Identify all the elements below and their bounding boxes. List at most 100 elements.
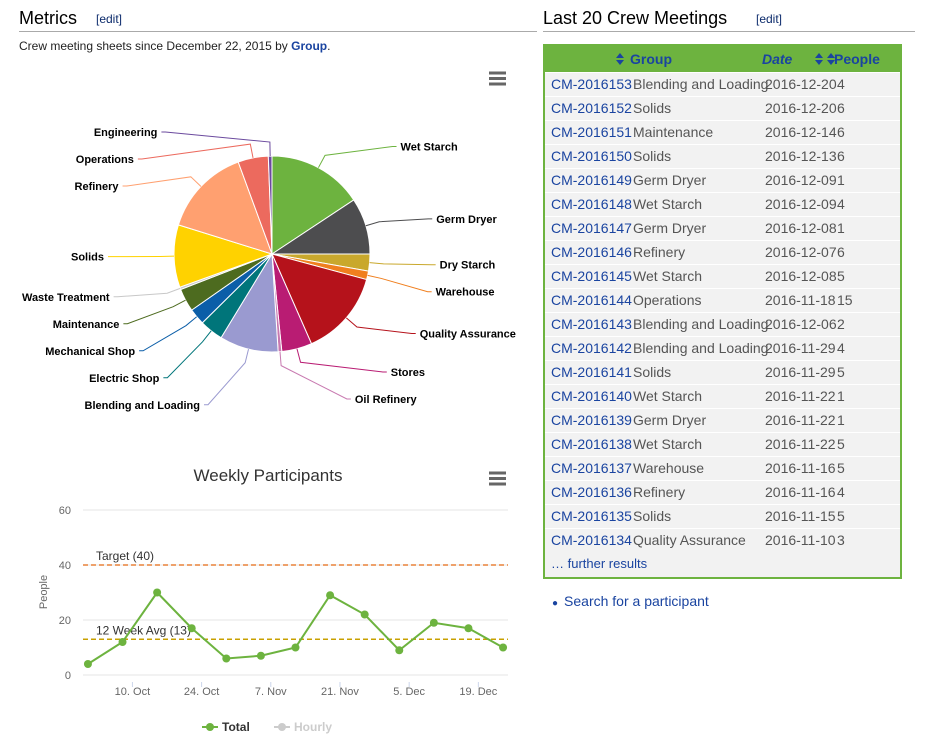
- further-results[interactable]: … further results: [551, 556, 648, 571]
- y-tick-label: 20: [59, 615, 71, 627]
- table-cell[interactable]: CM-2016151: [551, 124, 632, 140]
- edit-link[interactable]: [edit]: [96, 12, 123, 26]
- sort-icon[interactable]: [827, 53, 835, 65]
- table-cell[interactable]: CM-2016143: [551, 316, 632, 332]
- table-cell[interactable]: CM-2016141: [551, 364, 632, 380]
- connector: [122, 176, 202, 187]
- menu-icon[interactable]: [489, 471, 506, 486]
- slice-label: Maintenance: [53, 319, 120, 331]
- table-cell: Solids: [633, 364, 672, 380]
- x-tick-label: 7. Nov: [255, 686, 287, 698]
- connector: [345, 317, 416, 335]
- connector: [123, 299, 186, 325]
- connector: [279, 351, 351, 400]
- search-link[interactable]: Search for a participant: [564, 593, 709, 609]
- menu-icon[interactable]: [489, 71, 506, 86]
- table-cell: Wet Starch: [633, 388, 702, 404]
- table-cell: Blending and Loading: [633, 76, 769, 92]
- table-row: CM-2016147 Germ Dryer 2016-12-08 1: [545, 216, 900, 240]
- legend-label[interactable]: Hourly: [294, 720, 332, 734]
- connector: [365, 218, 433, 227]
- table-cell[interactable]: CM-2016153: [551, 76, 632, 92]
- intro: Crew meeting sheets since December 22, 2…: [19, 39, 330, 53]
- table-cell[interactable]: CM-2016144: [551, 292, 632, 308]
- charts: Wet Starch Germ Dryer Dry Starch Warehouse Q…: [22, 71, 516, 734]
- connector: [139, 316, 198, 352]
- intro-end: .: [327, 39, 331, 53]
- table-cell[interactable]: CM-2016134: [551, 532, 632, 548]
- table-row: CM-2016150 Solids 2016-12-13 6: [545, 144, 900, 168]
- table-cell[interactable]: CM-2016149: [551, 172, 632, 188]
- table-cell[interactable]: CM-2016150: [551, 148, 632, 164]
- connector: [367, 274, 432, 293]
- connector: [369, 262, 436, 266]
- table-row: CM-2016134 Quality Assurance 2016-11-10 3: [545, 528, 900, 552]
- slice-label: Warehouse: [436, 287, 495, 299]
- table-row: CM-2016141 Solids 2016-11-29 5: [545, 360, 900, 384]
- table-header: Group Date People: [545, 46, 900, 72]
- connector: [296, 348, 387, 373]
- search-item: ● Search for a participant: [552, 593, 709, 609]
- table-cell: Solids: [633, 100, 672, 116]
- table-cell[interactable]: CM-2016137: [551, 460, 632, 476]
- table-cell: 6: [837, 244, 845, 260]
- connector: [163, 330, 212, 379]
- group-link[interactable]: Group: [291, 39, 328, 53]
- edit-link[interactable]: [edit]: [756, 12, 783, 26]
- table-cell[interactable]: CM-2016136: [551, 484, 632, 500]
- sort-icon[interactable]: [815, 53, 823, 65]
- x-tick-label: 24. Oct: [184, 686, 219, 698]
- table-cell: 4: [837, 196, 845, 212]
- sort-icon[interactable]: [616, 53, 624, 65]
- slice-label: Engineering: [94, 127, 158, 139]
- slice-label: Oil Refinery: [355, 394, 418, 406]
- connector: [113, 287, 181, 298]
- table-cell: 5: [837, 436, 845, 452]
- table-row: CM-2016148 Wet Starch 2016-12-09 4: [545, 192, 900, 216]
- table-cell: 2016-11-10: [765, 532, 836, 548]
- table-cell[interactable]: CM-2016152: [551, 100, 632, 116]
- column-header[interactable]: People: [834, 51, 880, 67]
- table-cell: 6: [837, 124, 845, 140]
- table-cell: 1: [837, 220, 845, 236]
- table-cell[interactable]: CM-2016148: [551, 196, 632, 212]
- table-cell[interactable]: CM-2016138: [551, 436, 632, 452]
- data-point: [464, 624, 473, 633]
- slice-label: Dry Starch: [440, 260, 496, 272]
- table-row: CM-2016149 Germ Dryer 2016-12-09 1: [545, 168, 900, 192]
- table-cell: 3: [837, 532, 845, 548]
- table-cell: 4: [837, 340, 845, 356]
- table-row: CM-2016135 Solids 2016-11-15 5: [545, 504, 900, 528]
- rule: [543, 31, 915, 32]
- table-row: CM-2016138 Wet Starch 2016-11-22 5: [545, 432, 900, 456]
- x-tick-label: 21. Nov: [321, 686, 359, 698]
- table-cell: 2016-12-07: [765, 244, 837, 260]
- table-cell[interactable]: CM-2016139: [551, 412, 632, 428]
- slice-label: Solids: [71, 252, 104, 264]
- table-cell[interactable]: CM-2016147: [551, 220, 632, 236]
- table-cell: Refinery: [633, 484, 686, 500]
- table-cell[interactable]: CM-2016142: [551, 340, 632, 356]
- table-cell[interactable]: CM-2016135: [551, 508, 632, 524]
- chart-title: Weekly Participants: [194, 466, 343, 485]
- legend-label[interactable]: Total: [222, 720, 250, 734]
- table-cell: 6: [837, 148, 845, 164]
- table-cell: Refinery: [633, 244, 686, 260]
- table-cell: Solids: [633, 148, 672, 164]
- table-cell: 2016-12-08: [765, 220, 837, 236]
- table-cell: 2016-12-09: [765, 172, 837, 188]
- plot-line-label: Target (40): [96, 549, 154, 563]
- slice-label: Stores: [391, 367, 425, 379]
- pie-slice: [271, 253, 368, 345]
- table-cell[interactable]: CM-2016145: [551, 268, 632, 284]
- column-header[interactable]: Group: [630, 51, 672, 67]
- table-cell[interactable]: CM-2016146: [551, 244, 632, 260]
- connector: [108, 255, 175, 258]
- column-header[interactable]: Date: [762, 51, 793, 67]
- table-row: CM-2016151 Maintenance 2016-12-14 6: [545, 120, 900, 144]
- connector: [204, 349, 250, 406]
- table-cell[interactable]: CM-2016140: [551, 388, 632, 404]
- table-cell: 2016-11-22: [765, 436, 836, 452]
- table-cell: Solids: [633, 508, 672, 524]
- slice-label: Refinery: [75, 181, 120, 193]
